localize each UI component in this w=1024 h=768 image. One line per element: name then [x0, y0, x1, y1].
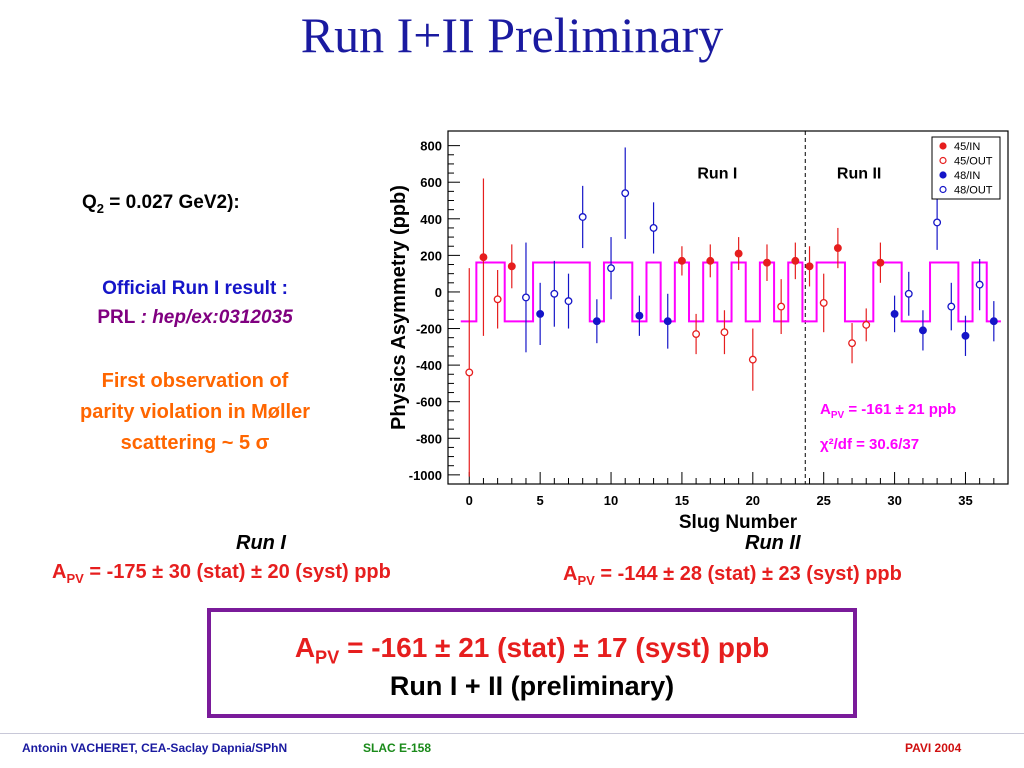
- y-tick-label: -800: [416, 431, 442, 446]
- data-point: [635, 311, 644, 320]
- y-tick-label: -400: [416, 358, 442, 373]
- footer-conference: PAVI 2004: [905, 741, 962, 755]
- data-point: [692, 330, 701, 338]
- data-point: [536, 309, 545, 318]
- data-point: [734, 249, 743, 258]
- legend-marker: [939, 185, 947, 194]
- data-point: [805, 262, 814, 271]
- data-point: [550, 289, 559, 298]
- legend-marker: [939, 142, 947, 150]
- y-tick-label: -200: [416, 322, 442, 337]
- run2-result: APV = -144 ± 28 (stat) ± 23 (syst) ppb: [563, 563, 902, 588]
- y-tick-label: 0: [435, 285, 442, 300]
- data-point: [763, 258, 771, 267]
- x-tick-label: 30: [887, 493, 901, 508]
- data-point: [522, 293, 530, 302]
- footer-divider: [0, 733, 1024, 734]
- official-result-block: Official Run I result : PRL : hep/ex:031…: [40, 274, 350, 332]
- run2-region-label: Run II: [837, 166, 881, 183]
- data-point: [947, 302, 956, 311]
- x-tick-label: 15: [675, 493, 689, 508]
- combined-result-box: APV = -161 ± 21 (stat) ± 17 (syst) ppb R…: [207, 608, 857, 718]
- data-point: [961, 331, 970, 340]
- fit-apv-annotation: APV = -161 ± 21 ppb: [820, 401, 956, 421]
- q2-text: Q2 = 0.027 GeV2):: [82, 192, 240, 216]
- data-point: [819, 298, 828, 307]
- x-tick-label: 10: [604, 493, 618, 508]
- legend-label: 45/IN: [954, 141, 980, 153]
- x-tick-label: 25: [816, 493, 830, 508]
- run1-label: Run I: [236, 532, 286, 554]
- data-point: [621, 189, 630, 198]
- data-point: [493, 295, 502, 304]
- slide-title: Run I+II Preliminary: [300, 7, 724, 63]
- run1-result: APV = -175 ± 30 (stat) ± 20 (syst) ppb: [52, 561, 391, 586]
- data-point: [833, 244, 842, 253]
- data-point: [862, 320, 871, 329]
- first-obs-line-2: parity violation in Møller: [79, 401, 311, 423]
- run1-region-label: Run I: [697, 166, 737, 183]
- data-point: [720, 328, 729, 337]
- data-point: [649, 223, 658, 232]
- data-point: [791, 256, 800, 265]
- first-obs-line-3: scattering ~ 5 σ: [120, 432, 270, 454]
- x-tick-label: 35: [958, 493, 972, 508]
- data-point: [777, 302, 786, 311]
- legend-label: 48/OUT: [954, 185, 993, 197]
- data-point: [578, 213, 587, 221]
- data-point: [918, 326, 927, 335]
- first-obs-line-1: First observation of: [101, 370, 289, 392]
- data-point: [989, 317, 998, 326]
- data-point: [904, 289, 913, 298]
- y-axis-title: Physics Asymmetry (ppb): [388, 185, 410, 430]
- data-point: [933, 218, 942, 227]
- x-axis-title: Slug Number: [679, 512, 798, 533]
- data-point: [465, 368, 474, 377]
- official-line: Official Run I result :: [102, 278, 288, 299]
- data-point: [706, 256, 715, 265]
- combined-result-line: APV = -161 ± 21 (stat) ± 17 (syst) ppb: [294, 632, 770, 668]
- y-tick-label: 800: [420, 139, 442, 154]
- data-point: [876, 258, 885, 267]
- data-point: [890, 309, 899, 318]
- plot-frame: [447, 130, 1009, 485]
- prl-line: PRL : hep/ex:0312035: [97, 307, 293, 328]
- data-point: [677, 256, 686, 265]
- y-tick-label: 600: [420, 175, 442, 190]
- y-tick-label: 200: [420, 248, 442, 263]
- y-tick-label: 400: [420, 212, 442, 227]
- legend-marker: [939, 156, 947, 165]
- data-point: [479, 253, 488, 262]
- data-point: [748, 355, 757, 364]
- fit-chi2-annotation: χ²/df = 30.6/37: [820, 436, 919, 453]
- data-point: [592, 317, 601, 326]
- footer-author: Antonin VACHERET, CEA-Saclay Dapnia/SPhN: [22, 741, 288, 755]
- data-point: [663, 317, 672, 326]
- data-point: [564, 297, 573, 306]
- run2-label: Run II: [745, 532, 801, 554]
- first-observation-block: First observation of parity violation in…: [40, 366, 350, 459]
- data-point: [848, 339, 857, 348]
- footer-experiment: SLAC E-158: [363, 741, 432, 755]
- data-point: [975, 280, 984, 289]
- legend-label: 45/OUT: [954, 156, 993, 168]
- data-point: [607, 264, 615, 273]
- data-point: [507, 262, 516, 271]
- y-tick-label: -600: [416, 395, 442, 410]
- legend-label: 48/IN: [954, 170, 980, 182]
- x-tick-label: 0: [466, 493, 473, 508]
- combined-result-caption: Run I + II (preliminary): [389, 670, 675, 701]
- x-tick-label: 5: [537, 493, 544, 508]
- x-tick-label: 20: [746, 493, 760, 508]
- y-tick-label: -1000: [409, 468, 442, 483]
- legend-marker: [939, 171, 947, 179]
